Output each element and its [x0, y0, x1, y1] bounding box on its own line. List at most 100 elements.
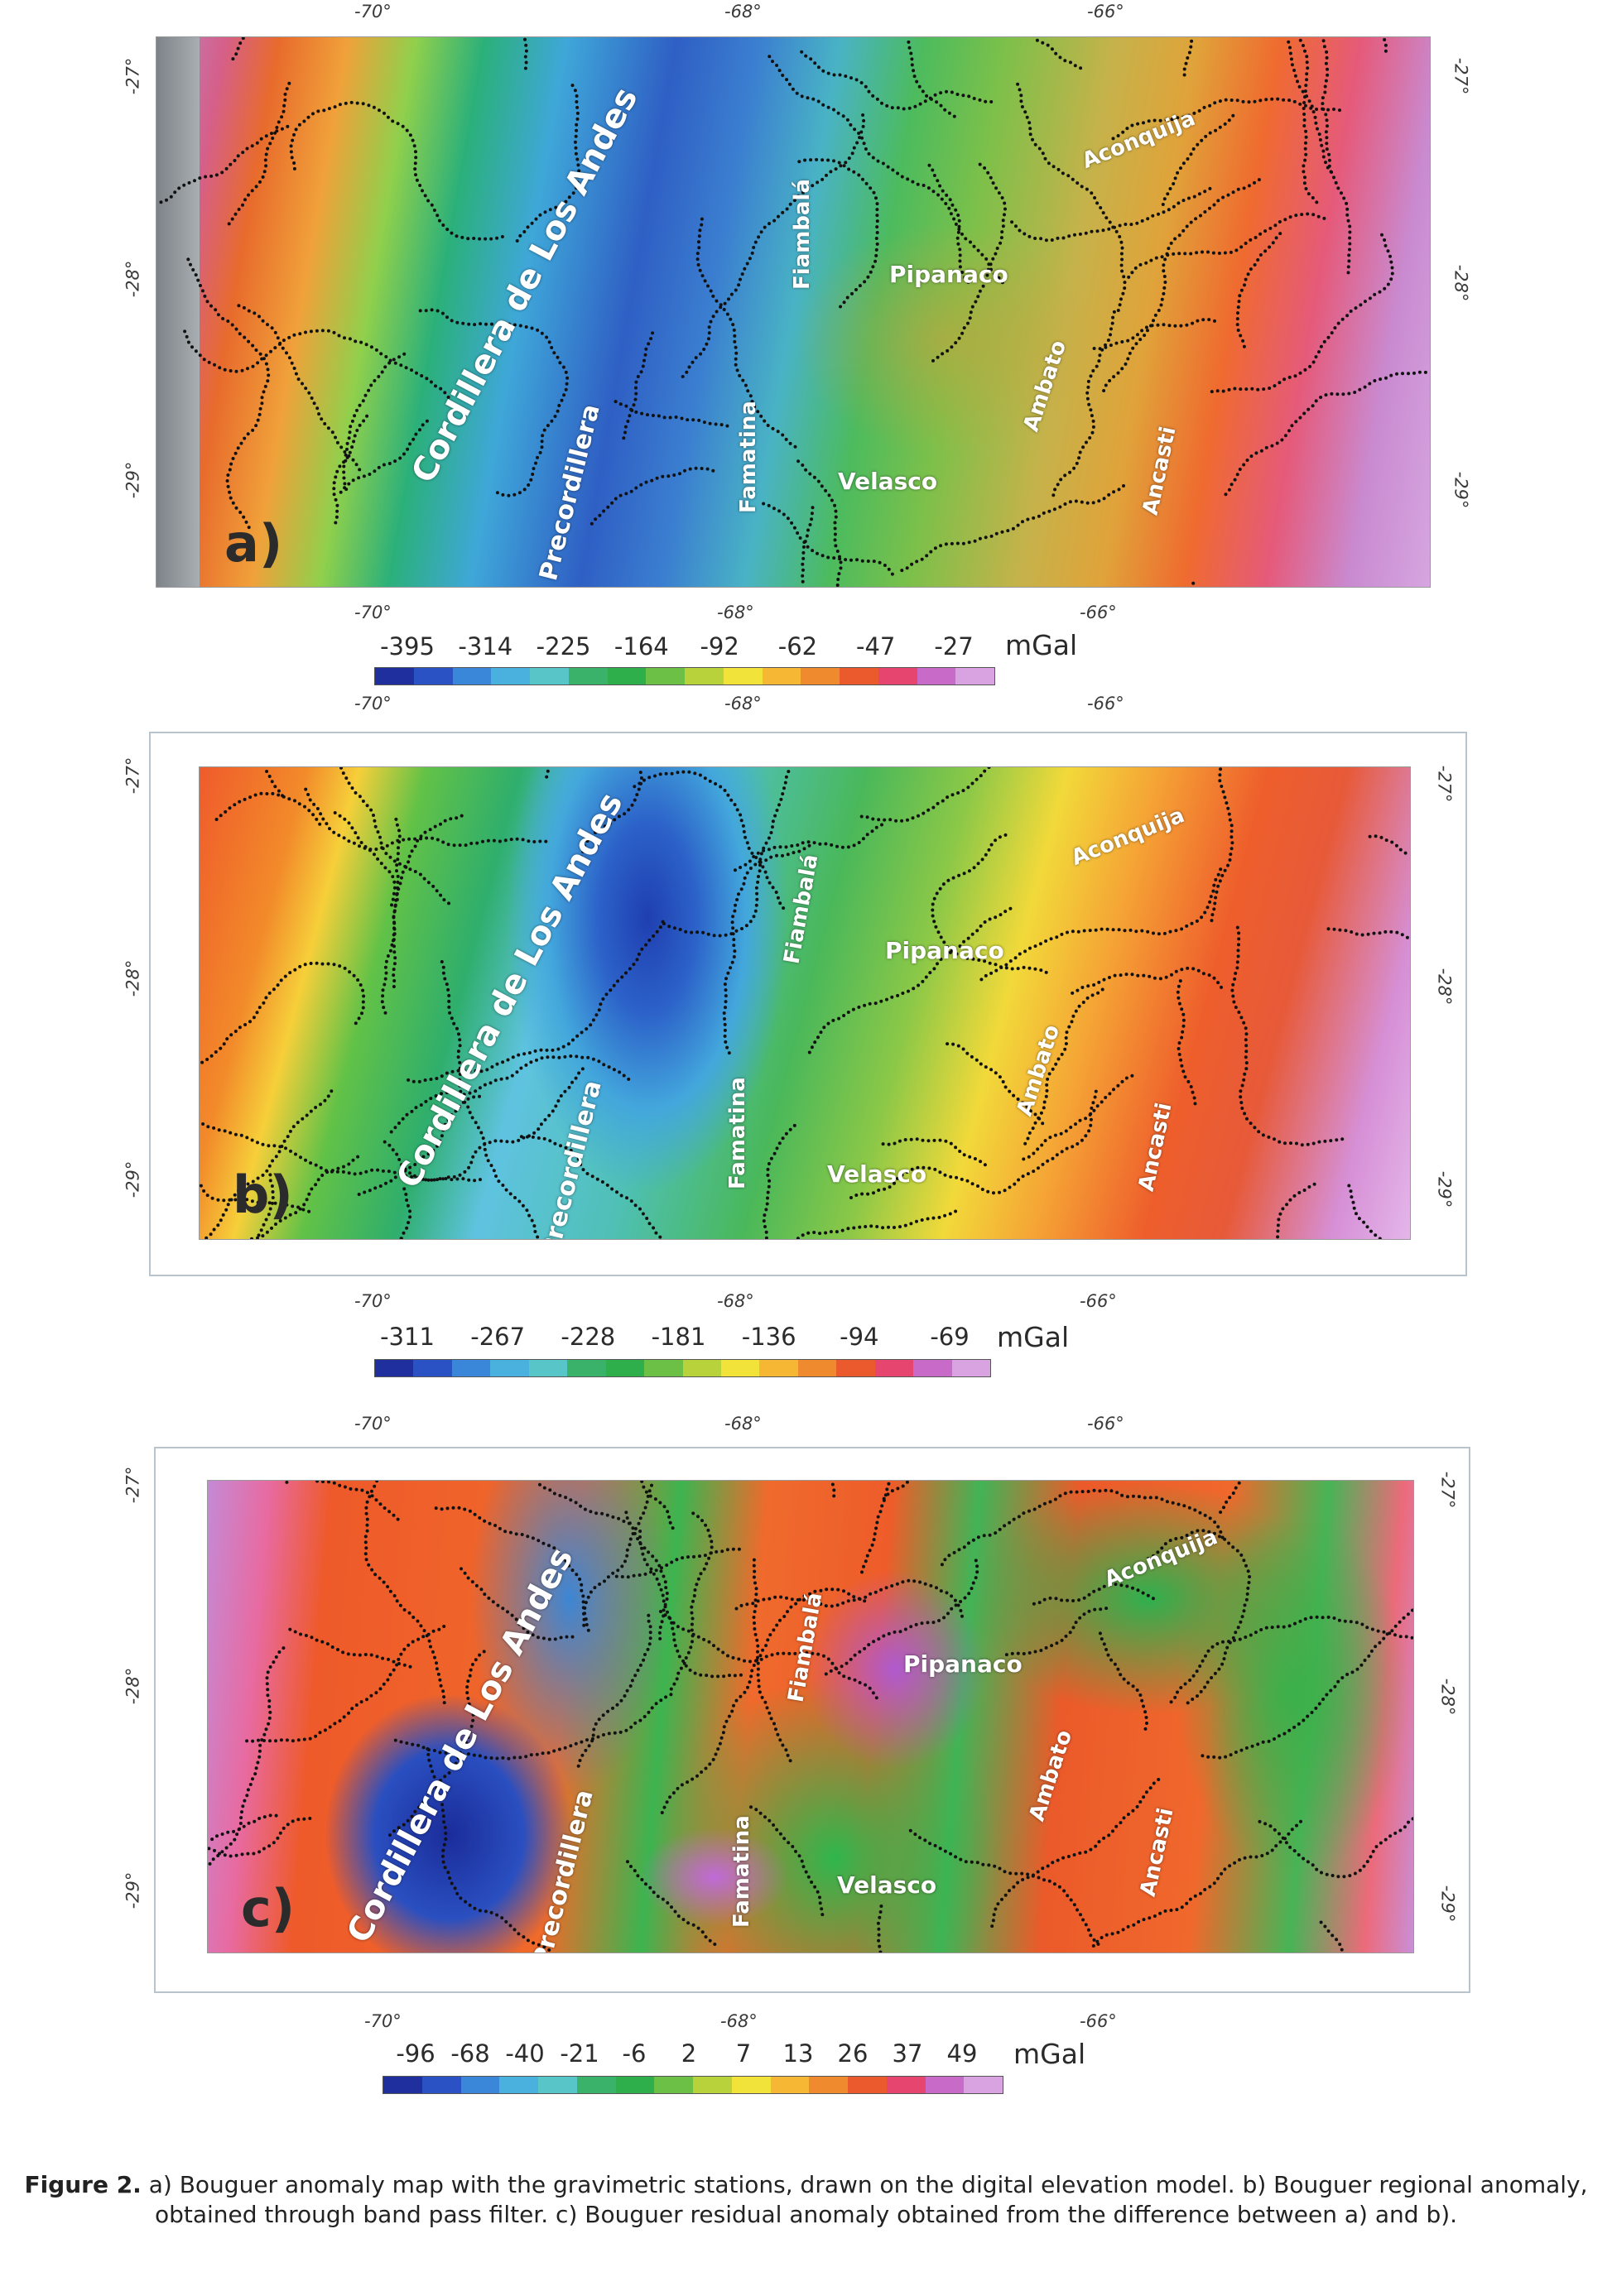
station-dot: [1221, 790, 1225, 794]
station-dot: [1388, 1834, 1393, 1838]
station-dot: [683, 468, 686, 473]
station-dot: [455, 1177, 460, 1181]
station-dot: [394, 898, 398, 902]
station-dot: [1019, 94, 1023, 98]
station-dot: [1039, 968, 1043, 973]
station-dot: [397, 829, 401, 833]
station-dot: [1345, 201, 1349, 205]
station-dot: [1253, 180, 1256, 185]
station-dot: [833, 532, 837, 536]
station-dot: [267, 1722, 271, 1726]
station-dot: [365, 414, 369, 418]
station-dot: [1300, 1143, 1304, 1147]
station-dot: [1100, 927, 1104, 931]
station-dot: [853, 1678, 857, 1682]
station-dot: [978, 98, 982, 102]
station-dot: [734, 903, 738, 907]
station-dot: [1223, 795, 1227, 800]
station-dot: [623, 425, 628, 429]
station-dot: [1064, 1129, 1068, 1133]
station-dot: [338, 1483, 342, 1487]
station-dot: [952, 114, 956, 118]
station-dot: [990, 1924, 994, 1929]
station-dot: [1138, 1800, 1143, 1804]
station-dot: [347, 839, 351, 843]
station-dot: [973, 1157, 977, 1160]
station-dot: [657, 1631, 662, 1635]
station-dot: [712, 1644, 715, 1648]
station-dot: [638, 1663, 642, 1667]
station-dot: [267, 373, 271, 377]
station-dot: [1239, 334, 1243, 338]
station-dot: [1198, 1511, 1202, 1515]
station-dot: [733, 339, 737, 343]
station-dot: [271, 137, 275, 140]
station-dot: [473, 1906, 477, 1910]
station-dot: [626, 420, 630, 423]
station-dot: [362, 994, 366, 998]
station-dot: [484, 1909, 488, 1914]
station-dot: [778, 1832, 782, 1836]
station-dot: [1021, 520, 1024, 524]
station-dot: [1097, 980, 1101, 984]
station-dot: [1281, 1207, 1285, 1211]
station-dot: [650, 1483, 653, 1487]
station-dot: [638, 1207, 642, 1211]
colorbar-scale: [383, 2076, 1003, 2094]
station-dot: [1302, 113, 1306, 116]
station-dot: [973, 539, 977, 543]
station-dot: [411, 1742, 415, 1746]
station-dot: [369, 808, 373, 812]
station-dot: [339, 445, 344, 449]
station-dot: [526, 225, 530, 229]
station-dot: [831, 1018, 835, 1022]
station-dot: [1027, 1509, 1031, 1513]
station-dot: [826, 1021, 830, 1026]
station-dot: [1003, 1189, 1007, 1193]
station-dot: [685, 370, 689, 374]
station-dot: [566, 1042, 570, 1046]
station-dot: [412, 144, 416, 148]
station-dot: [909, 1137, 913, 1141]
station-dot: [440, 1808, 445, 1813]
station-dot: [1320, 1871, 1323, 1875]
station-dot: [1192, 1096, 1196, 1100]
station-dot: [642, 1558, 647, 1562]
station-dot: [1016, 82, 1020, 86]
station-dot: [298, 332, 302, 336]
left-tick: -28°: [123, 260, 143, 298]
station-dot: [859, 81, 864, 84]
station-dot: [1152, 1914, 1157, 1918]
station-dot: [486, 1159, 490, 1163]
station-dot: [912, 69, 916, 73]
station-dot: [987, 262, 991, 267]
station-dot: [1000, 1897, 1003, 1901]
station-dot: [707, 337, 710, 341]
station-dot: [680, 416, 684, 420]
station-dot: [1162, 197, 1167, 201]
station-dot: [580, 1740, 584, 1744]
station-dot: [282, 1139, 286, 1143]
station-dot: [1181, 1012, 1186, 1016]
station-dot: [392, 985, 396, 988]
station-dot: [1303, 147, 1307, 151]
station-dot: [523, 66, 527, 70]
station-dot: [299, 1155, 302, 1160]
station-dot: [1069, 60, 1072, 65]
station-dot: [1166, 192, 1170, 196]
station-dot: [285, 1738, 289, 1742]
station-dot: [229, 1033, 233, 1037]
station-dot: [1258, 232, 1263, 236]
station-dot: [1236, 1626, 1240, 1630]
station-dot: [1159, 303, 1163, 307]
station-dot: [392, 950, 397, 954]
station-dot: [185, 334, 189, 339]
station-dot: [835, 1667, 839, 1671]
station-dot: [1060, 1052, 1064, 1056]
station-dot: [1056, 1057, 1061, 1061]
station-dot: [258, 1743, 262, 1747]
station-dot: [397, 887, 401, 891]
station-dot: [469, 1724, 474, 1728]
station-dot: [445, 1071, 449, 1075]
station-dot: [346, 1652, 350, 1656]
